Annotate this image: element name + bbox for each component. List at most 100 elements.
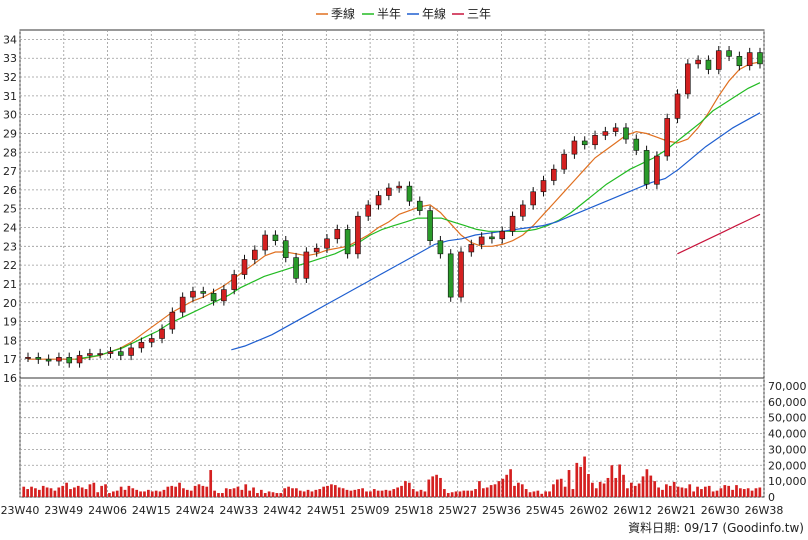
volume-bar — [427, 479, 431, 497]
volume-bar — [244, 484, 248, 497]
volume-bar — [73, 487, 76, 497]
candle-body — [231, 274, 237, 290]
candle-body — [25, 357, 31, 359]
volume-bar — [474, 489, 477, 497]
volume-bar — [431, 476, 435, 497]
volume-bar — [672, 481, 676, 497]
volume-bar — [618, 464, 621, 497]
volume-bar — [606, 477, 610, 497]
volume-bar — [384, 489, 388, 497]
candle-body — [406, 185, 413, 202]
volume-bar — [388, 490, 392, 497]
volume-bar — [119, 486, 123, 497]
candle-body — [293, 257, 299, 279]
volume-bar — [602, 483, 606, 497]
x-tick-label: 24W33 — [219, 504, 258, 517]
volume-bar — [57, 487, 61, 497]
price-y-tick: 22 — [3, 259, 17, 272]
volume-bar — [174, 486, 177, 497]
volume-bar — [559, 478, 563, 497]
volume-y-tick: 30,000 — [768, 443, 807, 456]
volume-bar — [528, 492, 532, 497]
volume-y-tick-labels: 0 10,000 20,000 30,000 40,000 50,000 60,000 70,… — [768, 380, 807, 504]
volume-bar — [544, 491, 547, 497]
candle-body — [581, 140, 588, 146]
candle-body — [664, 118, 671, 157]
candle-body — [612, 127, 619, 132]
volume-bar — [439, 477, 442, 497]
volume-bar — [209, 470, 213, 497]
candle-body — [324, 238, 330, 249]
candle-body — [447, 253, 454, 298]
volume-bar — [497, 481, 501, 497]
volume-bar — [731, 489, 734, 497]
volume-y-tick: 20,000 — [768, 459, 807, 472]
volume-bar — [400, 485, 403, 497]
volume-bar — [322, 486, 325, 497]
candle-body — [633, 138, 640, 151]
volume-bar — [641, 476, 645, 497]
volume-bar — [96, 492, 100, 497]
volume-bar — [661, 489, 664, 497]
x-tick-labels: 23W40 23W49 24W06 24W15 24W24 24W33 24W42 24W51… — [1, 504, 784, 517]
candle-body — [241, 259, 248, 275]
volume-bar — [26, 489, 29, 497]
volume-bar — [298, 490, 302, 497]
volume-bar — [587, 473, 590, 497]
volume-bar — [267, 491, 271, 497]
price-y-tick: 17 — [3, 353, 17, 366]
volume-bar — [415, 491, 419, 497]
volume-bar — [633, 485, 637, 497]
candle-body — [458, 251, 464, 298]
x-tick-label: 26W30 — [701, 504, 740, 517]
volume-bar — [435, 474, 438, 497]
candle-body — [179, 296, 186, 313]
volume-bar — [22, 486, 26, 497]
volume-bar — [419, 489, 423, 497]
volume-bar — [423, 491, 427, 497]
volume-bar — [380, 490, 384, 497]
candle-body — [210, 293, 217, 302]
volume-bar — [139, 491, 142, 497]
x-tick-label: 26W38 — [745, 504, 784, 517]
price-y-tick: 33 — [3, 52, 17, 65]
volume-bar — [41, 485, 45, 497]
volume-bar — [240, 489, 244, 497]
x-tick-label: 26W02 — [570, 504, 609, 517]
candle-body — [138, 341, 145, 349]
volume-bar — [306, 489, 310, 497]
volume-bar — [548, 491, 551, 497]
legend-label-1: 半年 — [377, 7, 401, 21]
volume-bar — [645, 469, 649, 497]
candle-body — [117, 351, 124, 356]
volume-bar — [509, 469, 512, 497]
volume-bar — [563, 486, 567, 497]
price-plot-area — [19, 29, 765, 379]
candle-body — [416, 200, 423, 211]
price-y-tick: 21 — [3, 278, 17, 291]
price-grid — [19, 30, 765, 379]
candle-body — [200, 291, 207, 294]
ma-line-0 — [28, 61, 761, 360]
volume-bar — [555, 479, 559, 497]
volume-bar — [443, 489, 446, 497]
volume-bar — [111, 491, 115, 497]
price-y-tick: 31 — [3, 90, 17, 103]
volume-bar — [404, 481, 407, 497]
price-y-tick: 18 — [3, 334, 17, 347]
volume-bar — [123, 489, 127, 497]
volume-bar — [193, 485, 197, 497]
candle-body — [386, 187, 392, 196]
candle-body — [221, 289, 227, 302]
candle-body — [478, 236, 485, 245]
volume-bar — [256, 493, 259, 497]
x-tick-label: 25W18 — [394, 504, 433, 517]
volume-bar — [668, 485, 672, 497]
volume-bar — [263, 493, 267, 497]
price-y-tick: 23 — [3, 240, 17, 253]
price-y-tick: 24 — [3, 222, 17, 235]
volume-bar — [252, 487, 255, 497]
volume-y-tick: 10,000 — [768, 475, 807, 488]
candle-body — [561, 153, 567, 170]
volume-bar — [700, 489, 703, 497]
